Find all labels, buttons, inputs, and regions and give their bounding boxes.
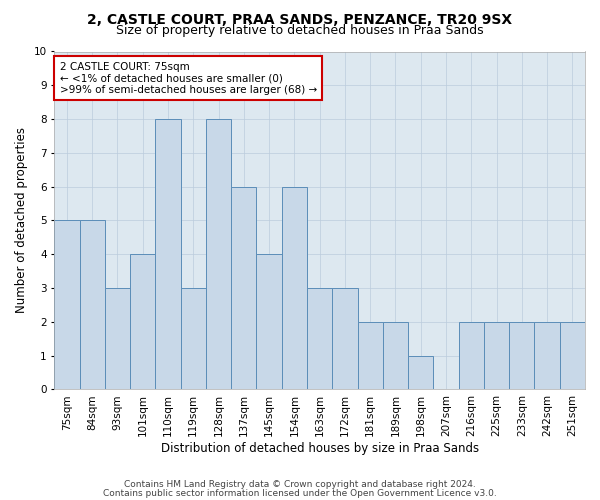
Bar — [55, 220, 80, 390]
Bar — [535, 322, 560, 390]
X-axis label: Distribution of detached houses by size in Praa Sands: Distribution of detached houses by size … — [161, 442, 479, 455]
Bar — [560, 322, 585, 390]
Bar — [206, 119, 231, 390]
Bar — [332, 288, 358, 390]
Text: Size of property relative to detached houses in Praa Sands: Size of property relative to detached ho… — [116, 24, 484, 37]
Bar — [383, 322, 408, 390]
Y-axis label: Number of detached properties: Number of detached properties — [15, 128, 28, 314]
Bar — [256, 254, 282, 390]
Bar — [458, 322, 484, 390]
Bar — [509, 322, 535, 390]
Bar — [231, 186, 256, 390]
Text: Contains public sector information licensed under the Open Government Licence v3: Contains public sector information licen… — [103, 489, 497, 498]
Bar — [181, 288, 206, 390]
Bar — [307, 288, 332, 390]
Text: 2 CASTLE COURT: 75sqm
← <1% of detached houses are smaller (0)
>99% of semi-deta: 2 CASTLE COURT: 75sqm ← <1% of detached … — [59, 62, 317, 95]
Bar — [130, 254, 155, 390]
Bar — [282, 186, 307, 390]
Bar — [80, 220, 105, 390]
Bar — [408, 356, 433, 390]
Bar — [105, 288, 130, 390]
Text: 2, CASTLE COURT, PRAA SANDS, PENZANCE, TR20 9SX: 2, CASTLE COURT, PRAA SANDS, PENZANCE, T… — [88, 12, 512, 26]
Bar — [155, 119, 181, 390]
Bar — [358, 322, 383, 390]
Text: Contains HM Land Registry data © Crown copyright and database right 2024.: Contains HM Land Registry data © Crown c… — [124, 480, 476, 489]
Bar — [484, 322, 509, 390]
